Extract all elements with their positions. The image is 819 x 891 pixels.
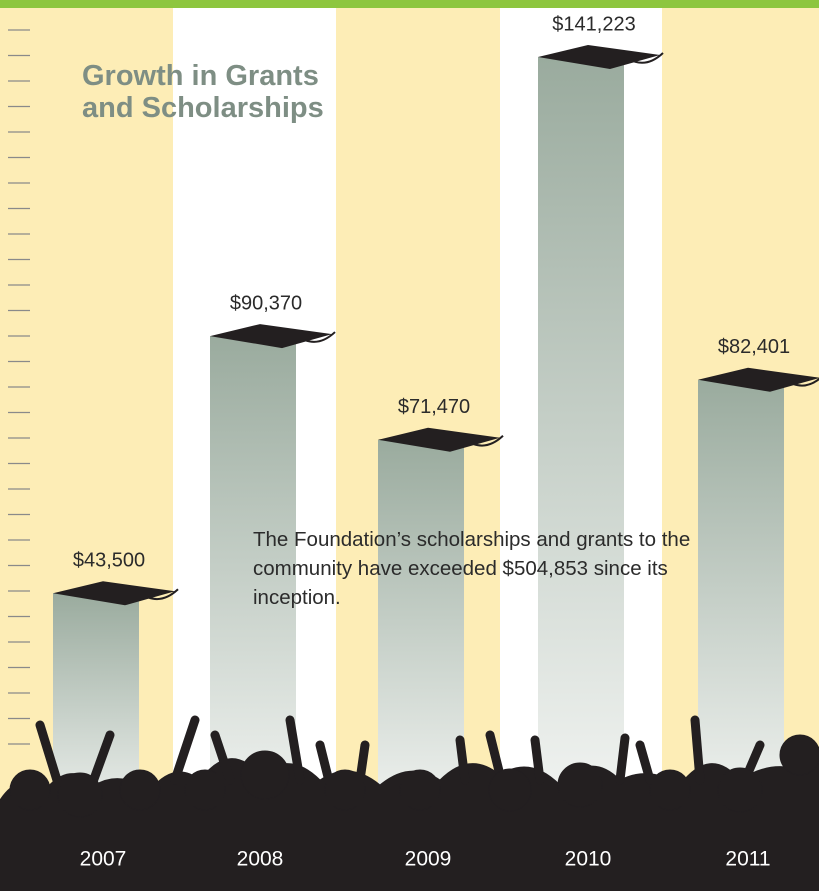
value-label: $90,370 [230, 292, 302, 314]
x-tick-label: 2010 [565, 848, 612, 871]
x-tick-label: 2009 [405, 848, 452, 871]
value-label: $82,401 [718, 336, 790, 358]
value-label: $43,500 [73, 550, 145, 572]
x-tick-label: 2011 [725, 848, 770, 871]
annotation: The Foundation’s scholarships and grants… [253, 525, 723, 612]
top-band [0, 0, 819, 8]
x-tick-label: 2008 [237, 848, 284, 871]
chart-title: Growth in Grants and Scholarships [82, 60, 372, 124]
x-tick-label: 2007 [80, 848, 127, 871]
bar [538, 57, 624, 832]
value-label: $71,470 [398, 396, 470, 418]
chart: $43,500 $90,370 $71,470 $141,223 $82,401 200… [0, 0, 819, 891]
value-label: $141,223 [552, 13, 635, 35]
infographic: $43,500 $90,370 $71,470 $141,223 $82,401 200… [0, 0, 819, 891]
